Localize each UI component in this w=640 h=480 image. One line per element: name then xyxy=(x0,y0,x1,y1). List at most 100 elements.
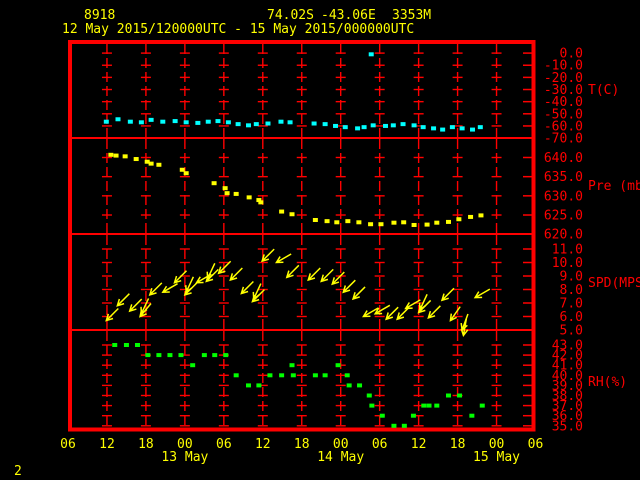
temperature-point xyxy=(311,121,317,126)
relative-humidity-point xyxy=(223,353,229,358)
wind-arrow xyxy=(285,264,300,279)
temperature-point xyxy=(477,125,483,130)
hour-label: 00 xyxy=(489,437,505,452)
wind-arrow xyxy=(217,260,232,275)
pressure-point xyxy=(434,220,440,225)
wind-arrow xyxy=(385,306,399,321)
relative-humidity-point xyxy=(178,353,184,358)
relative-humidity-point xyxy=(279,373,285,378)
pressure-point xyxy=(148,161,154,166)
pressure-point xyxy=(179,167,185,172)
temperature-outlier-point xyxy=(368,52,374,57)
pressure-point xyxy=(368,222,374,227)
wind-arrow xyxy=(206,262,216,281)
station-elevation: 3353M xyxy=(392,8,432,23)
relative-humidity-point xyxy=(366,393,372,398)
relative-humidity-point xyxy=(322,373,328,378)
wind-arrow xyxy=(275,253,292,264)
relative-humidity-point xyxy=(123,343,129,347)
temperature-point xyxy=(183,120,189,125)
series-pressure xyxy=(108,152,484,227)
pressure-tick-label: 640.0 xyxy=(544,151,583,166)
pressure-point xyxy=(222,186,228,191)
wind-speed-tick-label: 5.0 xyxy=(560,324,583,339)
relative-humidity-point xyxy=(233,373,239,378)
wind-arrow xyxy=(252,283,262,301)
temperature-point xyxy=(172,119,178,124)
relative-humidity-point xyxy=(267,373,273,378)
pressure-point xyxy=(113,153,119,158)
relative-humidity-point xyxy=(445,393,451,398)
hour-label: 00 xyxy=(333,437,349,452)
relative-humidity-point xyxy=(190,363,196,368)
series-temperature xyxy=(103,52,483,132)
relative-humidity-point xyxy=(256,383,262,388)
wind-arrow xyxy=(473,288,491,299)
temperature-point xyxy=(322,122,328,127)
wind-arrow xyxy=(404,299,421,310)
temperature-point xyxy=(459,126,465,131)
pressure-point xyxy=(334,220,340,225)
station-longitude: -43.06E xyxy=(321,8,376,23)
hour-label: 12 xyxy=(411,437,427,452)
temperature-tick-label: -40.0 xyxy=(544,95,583,110)
temperature-point xyxy=(370,123,376,128)
relative-humidity-point xyxy=(335,363,341,368)
wind-arrow xyxy=(148,282,163,297)
wind-arrow xyxy=(362,307,379,318)
pressure-point xyxy=(246,195,252,200)
wind-speed-tick-label: 8.0 xyxy=(560,283,583,298)
temperature-point xyxy=(138,120,144,125)
relative-humidity-point xyxy=(201,353,207,358)
wind-arrow xyxy=(396,306,410,321)
series-relative-humidity xyxy=(112,343,485,428)
wind-arrow xyxy=(351,286,366,301)
pressure-tick-label: 620.0 xyxy=(544,228,583,243)
series-wind-speed xyxy=(105,248,491,337)
hour-label: 18 xyxy=(450,437,466,452)
temperature-axis-label: T(C) xyxy=(588,83,619,98)
pressure-point xyxy=(224,191,230,196)
temperature-point xyxy=(440,127,446,132)
hour-label: 00 xyxy=(177,437,193,452)
temperature-tick-label: -10.0 xyxy=(544,59,583,74)
temperature-point xyxy=(148,117,154,122)
temperature-point xyxy=(383,123,389,128)
wind-arrow xyxy=(173,270,188,284)
temperature-point xyxy=(215,119,221,124)
pressure-tick-label: 635.0 xyxy=(544,170,583,185)
relative-humidity-point xyxy=(426,403,432,408)
relative-humidity-point xyxy=(112,343,118,347)
relative-humidity-point xyxy=(457,393,463,398)
relative-humidity-point xyxy=(479,403,485,408)
relative-humidity-point xyxy=(156,353,162,358)
wind-arrow xyxy=(342,279,356,294)
pressure-point xyxy=(289,212,295,217)
date-label: 15 May xyxy=(473,450,520,465)
pressure-point xyxy=(108,152,114,157)
wind-arrow xyxy=(418,294,428,312)
relative-humidity-point xyxy=(379,413,385,418)
temperature-point xyxy=(103,119,109,124)
wind-speed-tick-label: 10.0 xyxy=(552,256,583,271)
relative-humidity-point xyxy=(469,413,475,418)
plot-frame xyxy=(68,40,536,432)
temperature-point xyxy=(390,123,396,128)
temperature-tick-label: 0.0 xyxy=(560,47,583,62)
relative-humidity-point xyxy=(401,423,407,428)
date-label: 14 May xyxy=(317,450,364,465)
wind-arrow xyxy=(320,268,334,283)
station-id: 8918 xyxy=(84,8,116,23)
pressure-tick-label: 625.0 xyxy=(544,209,583,224)
temperature-point xyxy=(253,122,259,127)
pressure-tick-label: 630.0 xyxy=(544,189,583,204)
wind-speed-tick-label: 6.0 xyxy=(560,310,583,325)
pressure-point xyxy=(345,219,351,224)
pressure-point xyxy=(156,162,162,167)
relative-humidity-axis-label: RH(%) xyxy=(588,375,627,390)
relative-humidity-tick-label: 41.0 xyxy=(552,359,583,374)
temperature-tick-label: -70.0 xyxy=(544,132,583,147)
temperature-point xyxy=(411,123,417,128)
time-range-title: 12 May 2015/120000UTC - 15 May 2015/0000… xyxy=(62,22,415,37)
